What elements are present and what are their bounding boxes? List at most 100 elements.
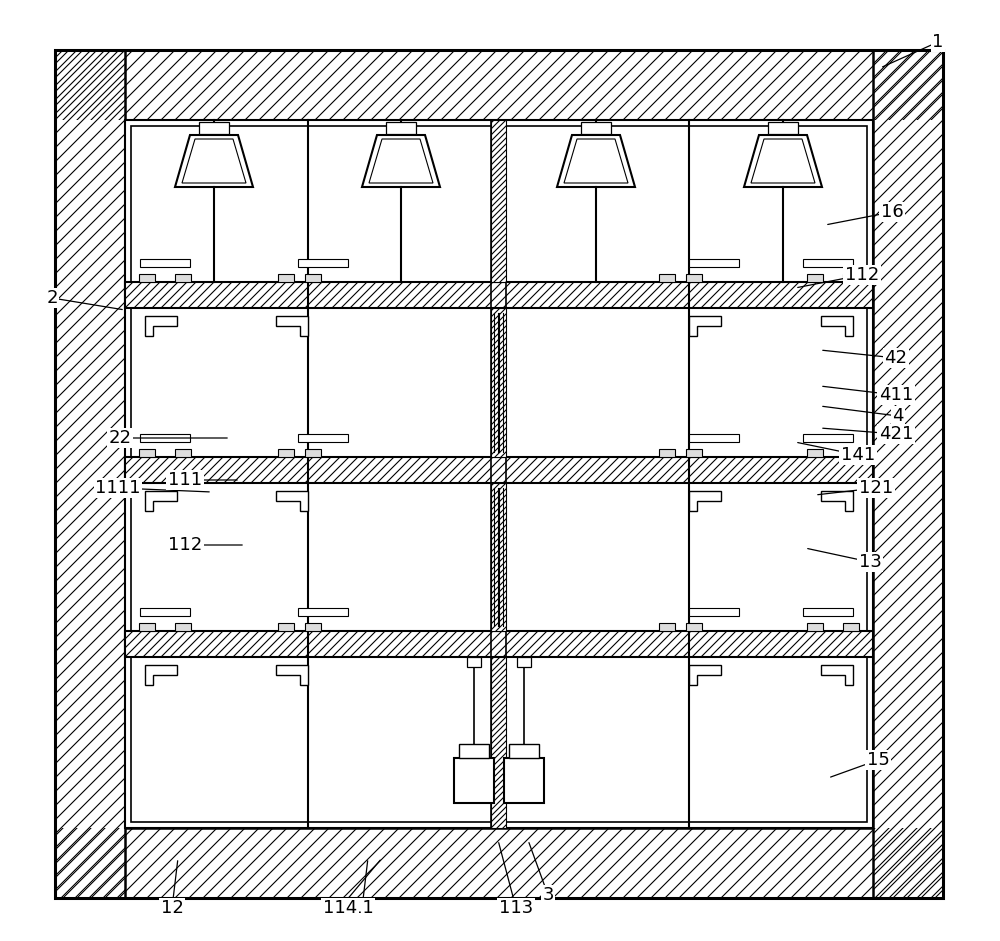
Text: 411: 411 [879, 386, 913, 404]
Bar [386, 122, 416, 134]
Bar [491, 657, 506, 828]
Text: 16: 16 [881, 203, 903, 221]
Bar [125, 631, 873, 657]
Bar [807, 274, 823, 282]
Bar [278, 274, 294, 282]
Bar [459, 744, 489, 758]
Text: 12: 12 [161, 899, 183, 917]
Text: 112: 112 [168, 536, 202, 554]
Bar [199, 122, 229, 134]
Bar [454, 758, 494, 803]
Polygon shape [821, 316, 853, 336]
Bar [140, 259, 190, 267]
Polygon shape [276, 316, 308, 336]
Bar [509, 744, 539, 758]
Polygon shape [821, 665, 853, 685]
Bar [305, 449, 321, 457]
Polygon shape [369, 139, 433, 183]
Bar [175, 623, 191, 631]
Polygon shape [751, 139, 815, 183]
Bar [659, 449, 675, 457]
Bar [125, 120, 873, 828]
Bar [803, 608, 853, 616]
Bar [467, 657, 481, 667]
Bar [139, 274, 155, 282]
Polygon shape [145, 665, 177, 685]
Text: 4: 4 [892, 407, 904, 425]
Bar [125, 457, 873, 483]
Bar [55, 50, 943, 120]
Bar [807, 623, 823, 631]
Bar [298, 434, 348, 442]
Text: 11: 11 [351, 899, 373, 917]
Bar [686, 449, 702, 457]
Bar [504, 758, 544, 803]
Polygon shape [182, 139, 246, 183]
Polygon shape [145, 316, 177, 336]
Bar [305, 274, 321, 282]
Bar [659, 274, 675, 282]
Text: 111: 111 [168, 471, 202, 489]
Polygon shape [276, 665, 308, 685]
Bar [843, 274, 859, 282]
Bar [873, 50, 943, 898]
Bar [689, 608, 739, 616]
Text: 15: 15 [867, 751, 889, 769]
Text: 112: 112 [845, 266, 879, 284]
Bar [298, 608, 348, 616]
Bar [686, 274, 702, 282]
Text: 3: 3 [542, 886, 554, 904]
Bar [843, 623, 859, 631]
Bar [55, 50, 943, 898]
Bar [517, 657, 531, 667]
Text: 113: 113 [499, 899, 533, 917]
Polygon shape [564, 139, 628, 183]
Text: 421: 421 [879, 425, 913, 443]
Bar [131, 126, 867, 822]
Bar [278, 623, 294, 631]
Bar [803, 259, 853, 267]
Bar [278, 449, 294, 457]
Bar [139, 449, 155, 457]
Bar [843, 449, 859, 457]
Bar [125, 282, 873, 308]
Text: 1: 1 [932, 33, 944, 51]
Bar [55, 50, 125, 898]
Bar [140, 434, 190, 442]
Bar [491, 483, 506, 631]
Text: 2: 2 [46, 289, 58, 307]
Polygon shape [689, 665, 721, 685]
Bar [140, 608, 190, 616]
Bar [581, 122, 611, 134]
Bar [175, 449, 191, 457]
Bar [689, 259, 739, 267]
Bar [305, 623, 321, 631]
Bar [491, 308, 506, 457]
Bar [139, 623, 155, 631]
Bar [686, 623, 702, 631]
Text: 141: 141 [841, 446, 875, 464]
Bar [659, 623, 675, 631]
Text: 22: 22 [108, 429, 132, 447]
Text: 13: 13 [859, 553, 881, 571]
Text: 114: 114 [323, 899, 357, 917]
Polygon shape [557, 135, 635, 187]
Polygon shape [276, 491, 308, 511]
Polygon shape [744, 135, 822, 187]
Text: 121: 121 [859, 479, 893, 497]
Bar [298, 259, 348, 267]
Text: 1111: 1111 [95, 479, 141, 497]
Polygon shape [175, 135, 253, 187]
Bar [491, 120, 506, 282]
Bar [807, 449, 823, 457]
Polygon shape [689, 316, 721, 336]
Bar [689, 434, 739, 442]
Bar [803, 434, 853, 442]
Bar [55, 828, 943, 898]
Text: 42: 42 [885, 349, 908, 367]
Polygon shape [821, 491, 853, 511]
Bar [175, 274, 191, 282]
Polygon shape [689, 491, 721, 511]
Polygon shape [145, 491, 177, 511]
Polygon shape [362, 135, 440, 187]
